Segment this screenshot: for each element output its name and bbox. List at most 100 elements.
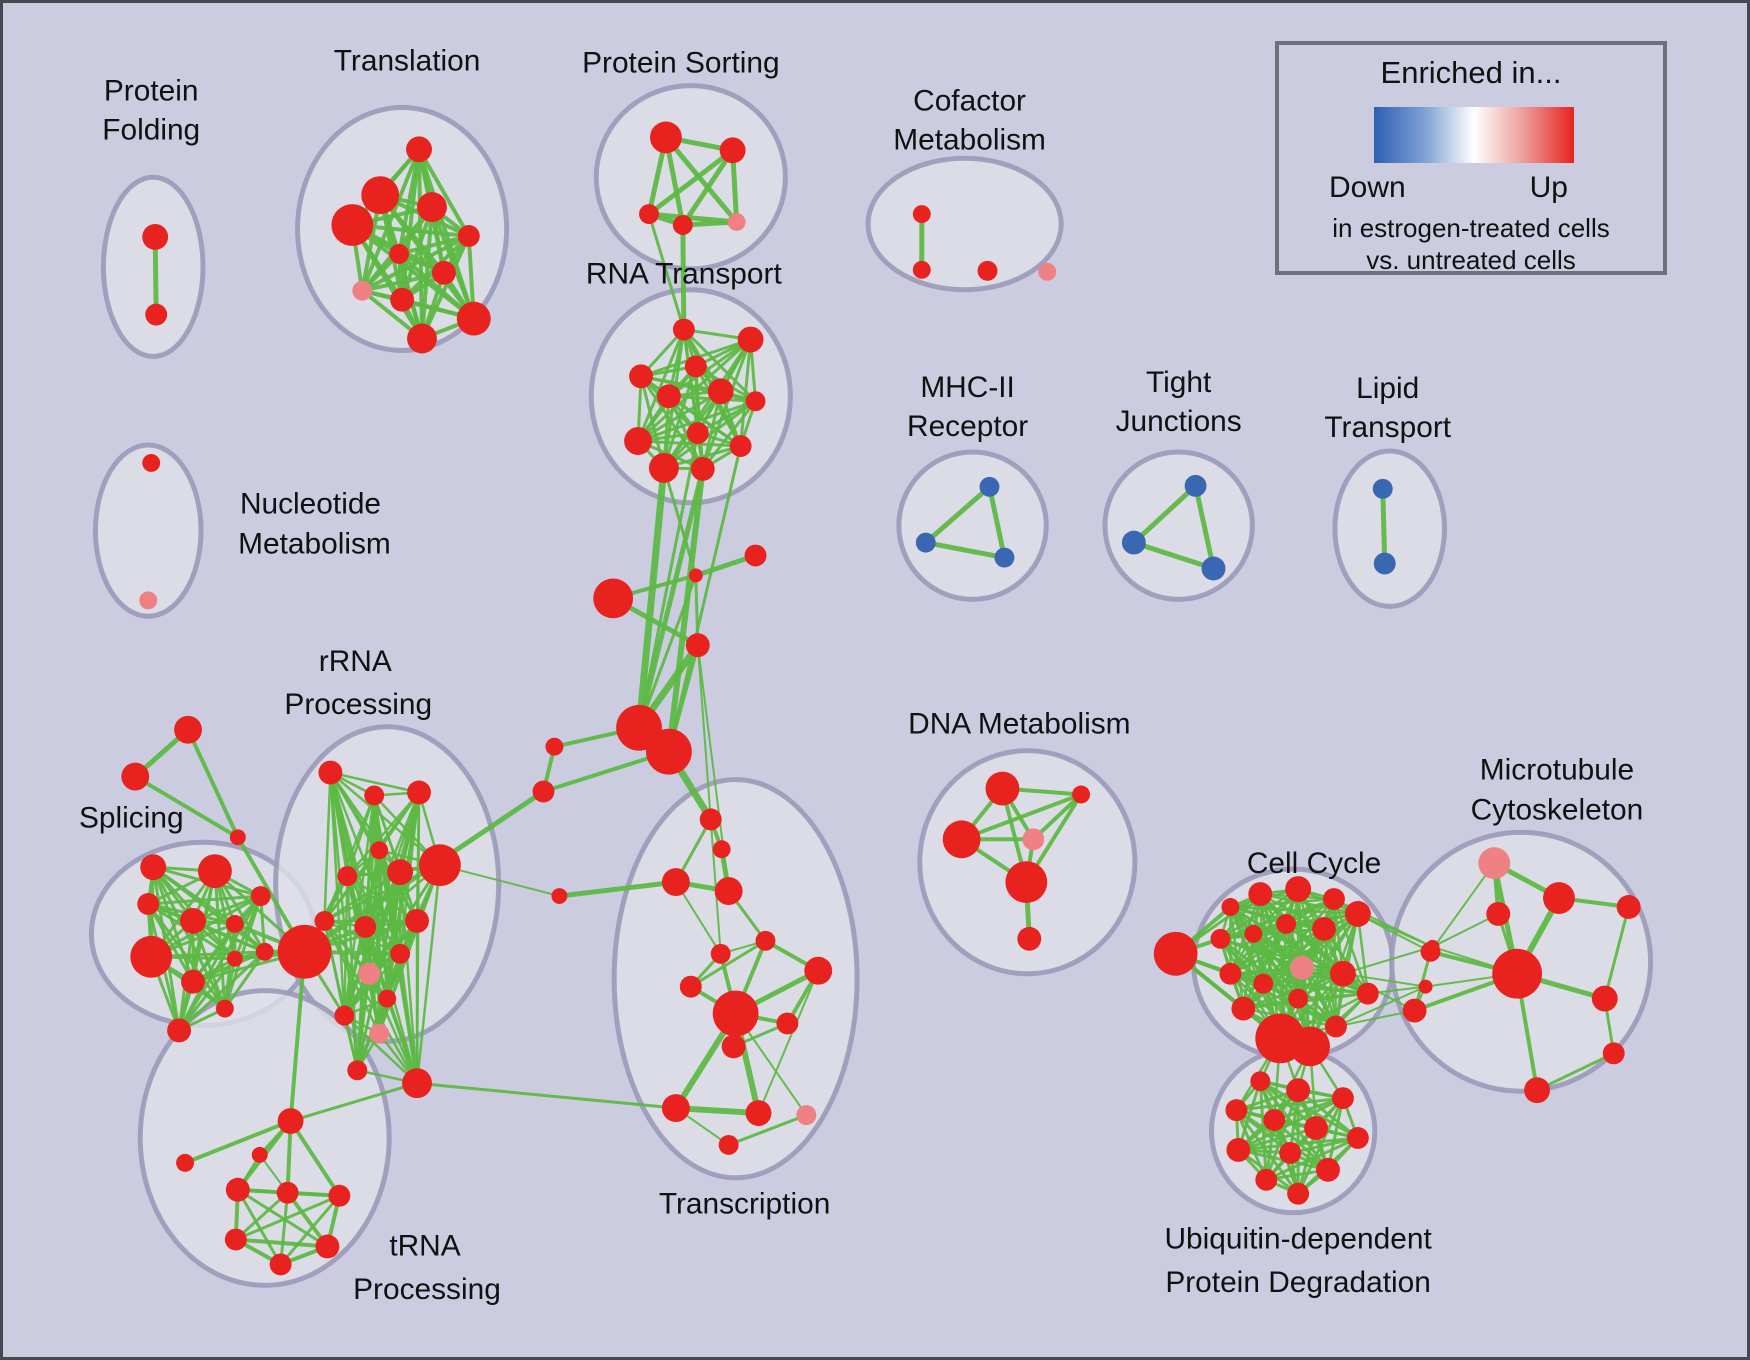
edge	[662, 399, 758, 470]
edge	[223, 950, 267, 1011]
edge	[667, 444, 743, 754]
gene-set-node-red	[1250, 1071, 1271, 1092]
gene-set-node-red	[718, 1134, 739, 1155]
gene-set-node-red	[402, 1068, 432, 1099]
edge	[757, 969, 820, 1115]
edge	[1219, 937, 1345, 975]
edge	[234, 1194, 341, 1242]
gene-set-node-blue	[915, 532, 936, 553]
edge	[385, 997, 419, 1085]
edge	[727, 1113, 808, 1147]
cluster-label-trna-processing: tRNA	[389, 1229, 460, 1262]
edge	[1603, 905, 1631, 1001]
gene-set-node-red	[712, 990, 759, 1037]
gene-set-node-red	[719, 137, 746, 164]
edge	[360, 233, 471, 293]
edge	[415, 863, 442, 1085]
gene-set-node-pink	[1038, 262, 1057, 281]
edge	[1334, 985, 1427, 1028]
gene-set-node-red	[1153, 931, 1198, 976]
gene-set-node-red	[1616, 895, 1641, 919]
edge	[1219, 887, 1300, 941]
gene-set-node-red	[737, 326, 764, 353]
edge	[417, 147, 471, 238]
edge	[680, 222, 687, 333]
edge	[323, 870, 402, 923]
edge	[1334, 1009, 1416, 1028]
cluster-label-tight-junctions: Tight	[1146, 366, 1212, 399]
gene-set-node-red	[1288, 988, 1309, 1009]
edge	[1229, 922, 1288, 975]
edge	[923, 484, 992, 546]
edge	[1242, 922, 1288, 1010]
edge	[923, 540, 1007, 561]
gene-set-node-red	[389, 243, 410, 264]
gene-set-node-red	[1329, 960, 1356, 987]
cluster-ellipse-tight-junctions	[1102, 449, 1255, 602]
gene-set-node-red	[137, 893, 160, 915]
cluster-label-cell-cycle: Cell Cycle	[1247, 847, 1381, 880]
gene-set-node-red	[710, 943, 731, 964]
legend-up-label: Up	[1529, 171, 1568, 204]
gene-set-node-red	[140, 854, 167, 881]
gene-set-node-red	[431, 260, 456, 285]
edge	[636, 399, 758, 443]
cluster-label-mhc-ii-receptor: Receptor	[907, 410, 1028, 443]
edge	[635, 464, 668, 732]
gene-set-node-red	[180, 907, 206, 934]
gene-set-node-red	[419, 844, 461, 887]
edge	[236, 1188, 283, 1266]
edge	[329, 771, 421, 794]
gene-set-node-red	[685, 633, 710, 658]
gene-set-node-red	[1253, 973, 1274, 994]
gene-set-node-red	[656, 384, 681, 409]
gene-set-node-red	[804, 956, 833, 985]
cluster-label-splicing: Splicing	[79, 801, 184, 834]
gene-set-node-red	[1276, 913, 1297, 934]
edge	[367, 972, 419, 1085]
gene-set-node-red	[142, 454, 161, 472]
gene-set-node-red	[174, 715, 202, 744]
edge	[191, 894, 263, 984]
edge	[696, 644, 722, 955]
gene-set-node-red	[1286, 1078, 1311, 1103]
edge	[346, 791, 421, 878]
gene-set-node-red	[347, 1060, 368, 1081]
edge	[556, 879, 679, 899]
edge	[1264, 1136, 1360, 1182]
cluster-ellipse-lipid-transport	[1332, 448, 1447, 609]
gene-set-node-blue	[1201, 556, 1226, 581]
gene-set-node-red	[167, 1018, 192, 1043]
cluster-ellipse-mhc-ii-receptor	[896, 449, 1049, 602]
edge	[1272, 1096, 1345, 1122]
gene-set-node-red	[1325, 1015, 1347, 1038]
nodes	[121, 121, 1641, 1276]
gene-set-node-red	[672, 215, 693, 235]
cluster-label-lipid-transport: Transport	[1324, 411, 1451, 444]
gene-set-node-red	[130, 935, 173, 978]
edge	[213, 869, 227, 1011]
legend-title: Enriched in...	[1380, 55, 1562, 90]
gene-set-node-red	[215, 999, 234, 1018]
gene-set-node-pink	[352, 280, 373, 301]
cluster-ellipse-nucleotide-metabolism	[92, 442, 204, 619]
edge	[233, 1237, 330, 1249]
edge	[289, 1081, 419, 1123]
gene-set-node-red	[328, 1184, 351, 1207]
cluster-ellipse-cofactor-metabolism	[865, 155, 1064, 293]
cluster-label-microtubule-cytoskeleton: Cytoskeleton	[1471, 793, 1644, 826]
edge	[415, 1081, 678, 1110]
edge	[674, 881, 722, 955]
edge	[343, 919, 419, 1017]
gene-set-node-red	[672, 318, 695, 341]
gene-set-node-red	[334, 1005, 355, 1026]
gene-set-node-red	[407, 323, 437, 354]
gene-set-node-red	[407, 780, 431, 805]
edge	[680, 147, 736, 228]
gene-set-node-red	[1344, 901, 1371, 927]
cluster-label-rrna-processing: rRNA	[319, 645, 392, 678]
edge	[647, 212, 686, 332]
edge	[987, 484, 1007, 561]
gene-set-node-pink	[1022, 828, 1045, 851]
cluster-label-rna-transport: RNA Transport	[586, 258, 783, 291]
